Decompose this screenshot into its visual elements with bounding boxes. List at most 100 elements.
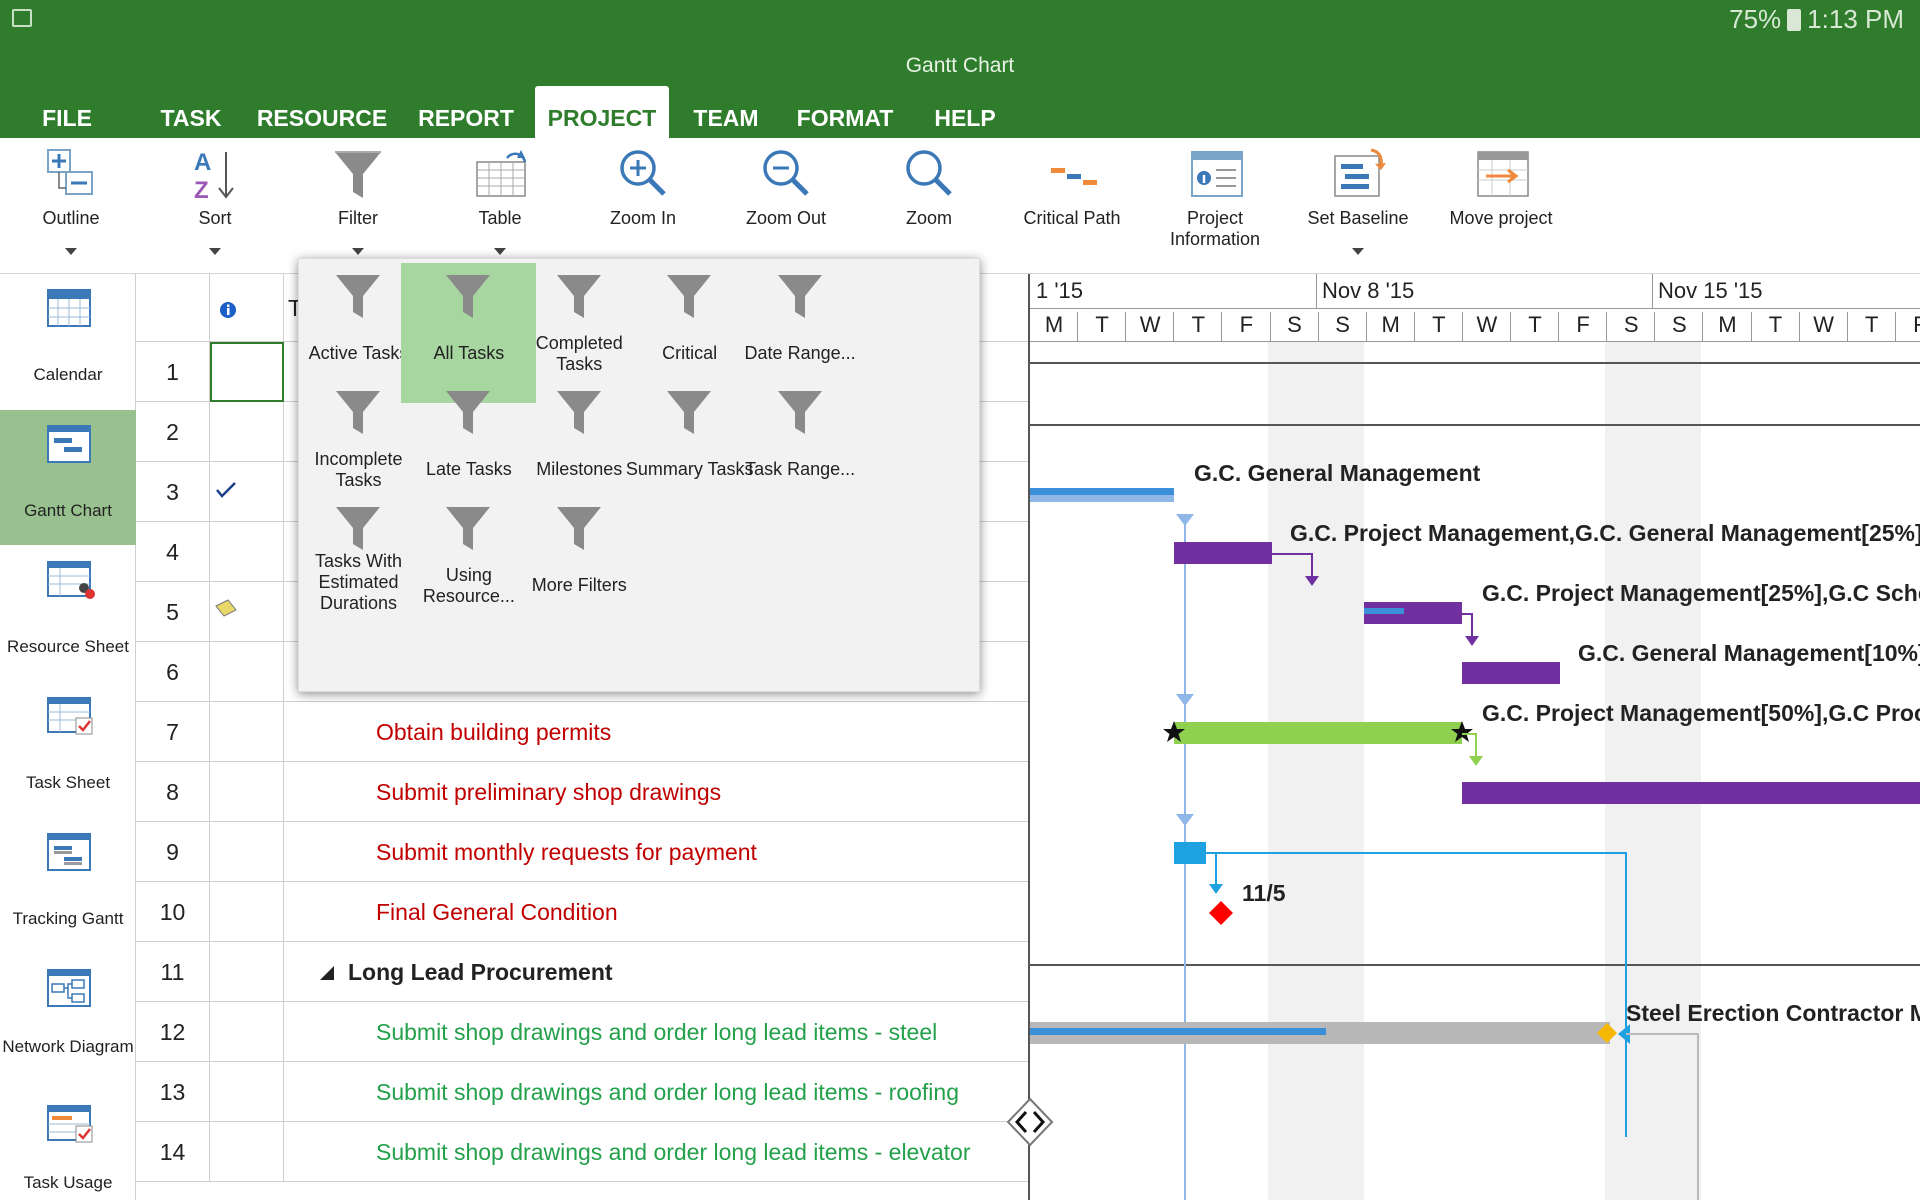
collapse-triangle-icon[interactable] [320, 966, 334, 980]
filter-icon [667, 275, 712, 318]
indicator-cell[interactable] [210, 462, 284, 522]
filter-item[interactable]: Incomplete Tasks [291, 379, 426, 519]
row-number[interactable]: 2 [136, 402, 210, 462]
indicator-cell[interactable] [210, 762, 284, 822]
progress-bar [1364, 608, 1404, 614]
pane-splitter-handle[interactable] [1005, 1097, 1055, 1147]
row-number[interactable]: 14 [136, 1122, 210, 1182]
critical-path-button[interactable]: Critical Path [1007, 138, 1137, 274]
task-name-text: Submit shop drawings and order long lead… [376, 1139, 971, 1165]
zoom-out-label: Zoom Out [745, 208, 827, 228]
tab-format[interactable]: FORMAT [796, 105, 894, 131]
summary-line [1030, 362, 1920, 364]
zoom-in-button[interactable]: Zoom In [578, 138, 708, 274]
view-task-usage[interactable]: Task Usage [0, 1090, 136, 1200]
view-gantt-chart[interactable]: Gantt Chart [0, 410, 136, 545]
indicator-cell[interactable] [210, 1062, 284, 1122]
row-number[interactable]: 1 [136, 342, 210, 402]
view-network-diagram[interactable]: Network Diagram [0, 954, 136, 1089]
zoom-button[interactable]: Zoom [864, 138, 994, 274]
view-resource-sheet[interactable]: Resource Sheet [0, 546, 136, 681]
tab-task[interactable]: TASK [160, 105, 222, 131]
bar-label: G.C. General Management[10%] [1578, 640, 1920, 666]
row-number[interactable]: 10 [136, 882, 210, 942]
task-bar[interactable] [1462, 662, 1560, 684]
tab-project[interactable]: PROJECT [535, 86, 669, 138]
set-baseline-button[interactable]: Set Baseline [1293, 138, 1423, 274]
summary-task-name[interactable]: Long Lead Procurement [284, 942, 1028, 1002]
row-number[interactable]: 13 [136, 1062, 210, 1122]
outline-button[interactable]: Outline [6, 138, 136, 274]
indicator-cell[interactable] [210, 882, 284, 942]
task-bar[interactable] [1462, 782, 1920, 804]
select-all-corner[interactable] [136, 274, 210, 342]
indicator-cell[interactable] [210, 402, 284, 462]
indicator-cell[interactable] [210, 942, 284, 1002]
filter-caret-icon [352, 248, 364, 255]
row-number[interactable]: 8 [136, 762, 210, 822]
zoom-out-button[interactable]: Zoom Out [721, 138, 851, 274]
link-arrow-icon [1176, 814, 1194, 826]
view-task-sheet[interactable]: Task Sheet [0, 682, 136, 817]
project-information-button[interactable]: Project Information [1150, 138, 1280, 274]
filter-button[interactable]: Filter [293, 138, 423, 274]
view-tracking-gantt[interactable]: Tracking Gantt [0, 818, 136, 953]
row-number[interactable]: 7 [136, 702, 210, 762]
move-project-button[interactable]: Move project [1436, 138, 1566, 274]
indicator-cell[interactable] [210, 582, 284, 642]
tab-report[interactable]: REPORT [418, 105, 514, 131]
info-icon [220, 302, 236, 318]
milestone-label: 11/5 [1242, 880, 1286, 906]
task-bar[interactable] [1174, 722, 1462, 744]
day-divider [1606, 312, 1608, 342]
sort-button[interactable]: A Z Sort [150, 138, 280, 274]
task-name-cell[interactable] [284, 642, 1028, 702]
task-name-cell[interactable]: Submit preliminary shop drawings [284, 762, 1028, 822]
filter-item[interactable]: Critical [622, 263, 757, 403]
filter-item[interactable]: Late Tasks [401, 379, 536, 519]
task-name-cell[interactable]: Submit shop drawings and order long lead… [284, 1062, 1028, 1122]
day-divider [1173, 312, 1175, 342]
indicator-cell[interactable] [210, 1122, 284, 1182]
indicator-cell[interactable] [210, 1002, 284, 1062]
filter-item[interactable]: Tasks With Estimated Durations [291, 495, 426, 635]
row-number[interactable]: 9 [136, 822, 210, 882]
task-name-text: Submit preliminary shop drawings [376, 779, 722, 805]
filter-item[interactable]: More Filters [512, 495, 647, 635]
row-number[interactable]: 11 [136, 942, 210, 1002]
filter-item[interactable]: Active Tasks [291, 263, 426, 403]
view-calendar[interactable]: Calendar [0, 274, 136, 409]
task-name-cell[interactable]: Submit shop drawings and order long lead… [284, 1122, 1028, 1182]
indicator-cell[interactable] [210, 642, 284, 702]
indicator-cell[interactable] [210, 522, 284, 582]
row-number[interactable]: 6 [136, 642, 210, 702]
task-name-cell[interactable]: Submit shop drawings and order long lead… [284, 1002, 1028, 1062]
task-bar[interactable] [1174, 842, 1206, 864]
indicator-cell[interactable] [210, 822, 284, 882]
task-bar[interactable] [1174, 542, 1272, 564]
selected-cell[interactable] [210, 342, 284, 402]
filter-item[interactable]: Completed Tasks [512, 263, 647, 403]
filter-item[interactable]: All Tasks [401, 263, 537, 403]
task-bar[interactable] [1364, 602, 1462, 624]
filter-item[interactable]: Date Range... [733, 263, 868, 403]
task-name-cell[interactable]: Final General Condition [284, 882, 1028, 942]
progress-bar [1030, 488, 1174, 495]
task-name-cell[interactable]: Obtain building permits [284, 702, 1028, 762]
filter-item[interactable]: Using Resource... [401, 495, 536, 635]
indicators-header[interactable] [210, 274, 284, 342]
indicator-cell[interactable] [210, 702, 284, 762]
filter-item[interactable]: Summary Tasks [622, 379, 757, 519]
row-number[interactable]: 3 [136, 462, 210, 522]
filter-item[interactable]: Task Range... [733, 379, 868, 519]
row-number[interactable]: 12 [136, 1002, 210, 1062]
table-button[interactable]: Table [435, 138, 565, 274]
tab-file[interactable]: FILE [42, 105, 92, 131]
task-name-cell[interactable]: Submit monthly requests for payment [284, 822, 1028, 882]
filter-item[interactable]: Milestones [512, 379, 647, 519]
tab-team[interactable]: TEAM [693, 105, 759, 131]
row-number[interactable]: 4 [136, 522, 210, 582]
tab-resource[interactable]: RESOURCE [256, 105, 388, 131]
row-number[interactable]: 5 [136, 582, 210, 642]
tab-help[interactable]: HELP [934, 105, 996, 131]
